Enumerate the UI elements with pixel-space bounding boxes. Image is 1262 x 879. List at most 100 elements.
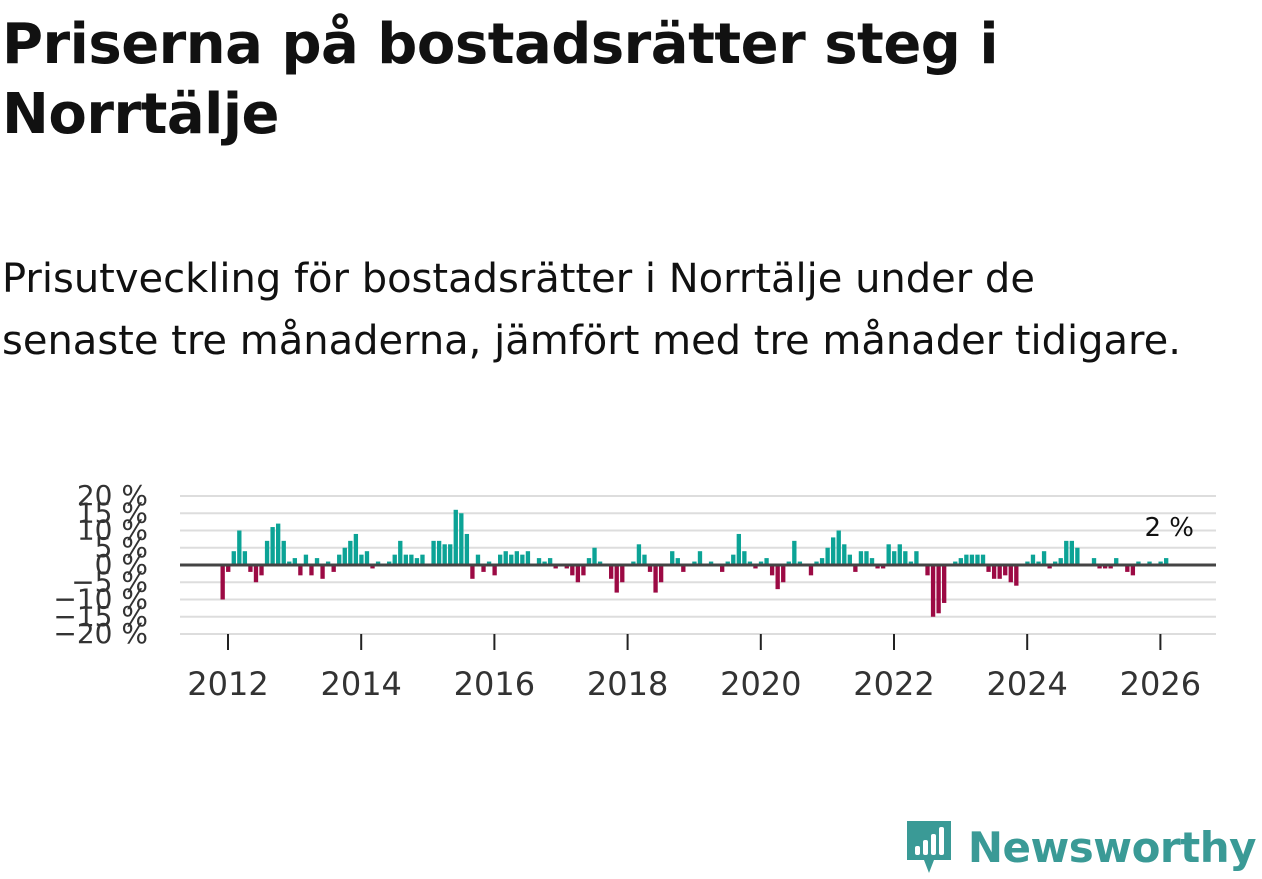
bar [986, 565, 991, 572]
bar [387, 561, 392, 565]
bar [836, 530, 841, 565]
bar [570, 565, 575, 576]
bar [353, 533, 359, 565]
bar [509, 554, 514, 565]
newsworthy-logo: Newsworthy [904, 817, 1257, 877]
bar [892, 551, 897, 565]
bar [420, 554, 425, 565]
bar [1108, 565, 1113, 569]
bar [364, 551, 370, 565]
bar [264, 540, 270, 565]
bar [475, 554, 481, 565]
bar [653, 565, 658, 593]
bar [869, 558, 875, 565]
bar [498, 554, 503, 565]
bar [831, 537, 836, 565]
bar [953, 561, 958, 565]
bar [731, 554, 736, 565]
bar [1075, 547, 1080, 565]
bar [847, 554, 852, 565]
bar [681, 565, 686, 572]
bar [525, 551, 531, 565]
bar [1053, 561, 1058, 565]
y-tick-label: 5 % [95, 531, 148, 564]
bar [542, 561, 547, 565]
bar [575, 565, 581, 583]
bar [1003, 565, 1008, 576]
bar [708, 561, 714, 565]
bars [220, 509, 1169, 617]
y-tick-label: −20 % [53, 617, 148, 650]
bar [298, 565, 303, 576]
bar [930, 565, 936, 617]
bar [1158, 561, 1163, 565]
chart-subtitle: Prisutveckling för bostadsrätter i Norrt… [2, 256, 1181, 364]
bar [925, 565, 930, 576]
bar [398, 540, 403, 565]
bar [586, 558, 592, 565]
bar [670, 551, 675, 565]
bar [942, 565, 947, 603]
bar [503, 551, 508, 565]
bar [331, 565, 336, 572]
bar [720, 565, 725, 572]
x-tick-label: 2026 [1120, 665, 1201, 703]
bar [453, 509, 458, 565]
bar [997, 565, 1002, 579]
bar [1030, 554, 1036, 565]
bar [875, 565, 880, 569]
x-axis: 2012 2014 2016 2018 2020 2022 2024 2026 [180, 633, 1216, 703]
bar [287, 561, 292, 565]
bar [359, 554, 364, 565]
bar [292, 558, 297, 565]
bar [259, 565, 264, 576]
bar [786, 561, 791, 565]
bar [886, 544, 891, 565]
chart-title: Priserna på bostadsrätter steg i Norrtäl… [2, 12, 999, 147]
bar [348, 540, 353, 565]
bar [392, 554, 397, 565]
bar [636, 544, 642, 565]
y-tick-label: 20 % [77, 479, 148, 512]
bar [781, 565, 786, 583]
y-tick-label: 15 % [77, 496, 148, 529]
bar [692, 561, 697, 565]
bar [303, 554, 309, 565]
bar [403, 554, 408, 565]
bar [436, 540, 442, 565]
bar [964, 554, 969, 565]
bar-chart: 20 %15 %10 %5 %0 %−5 %−10 %−15 %−20 % 20… [53, 479, 1216, 703]
bar [414, 558, 420, 565]
bar [342, 547, 347, 565]
bar [231, 551, 236, 565]
x-tick-label: 2020 [720, 665, 801, 703]
bar [448, 544, 453, 565]
x-tick-label: 2012 [187, 665, 268, 703]
x-tick-label: 2014 [320, 665, 401, 703]
bar [792, 540, 797, 565]
bar [753, 565, 758, 569]
bar [375, 561, 381, 565]
bar [253, 565, 259, 583]
bar [553, 565, 558, 569]
last-value-label: 2 % [1144, 513, 1194, 543]
bar [270, 527, 275, 565]
bar [514, 551, 519, 565]
bar [975, 554, 980, 565]
bar [1147, 561, 1152, 565]
bar [492, 565, 497, 576]
bar [320, 565, 325, 579]
bar [1036, 561, 1041, 565]
bar [592, 547, 597, 565]
bar [1047, 565, 1052, 569]
bar [464, 533, 470, 565]
bar [481, 565, 486, 572]
bar [325, 561, 331, 565]
bar [486, 561, 492, 565]
bar [1102, 565, 1108, 569]
bar [1114, 558, 1119, 565]
y-tick-label: −5 % [71, 565, 148, 598]
bar [309, 565, 314, 576]
bar [1014, 565, 1019, 586]
bar [1097, 565, 1102, 569]
